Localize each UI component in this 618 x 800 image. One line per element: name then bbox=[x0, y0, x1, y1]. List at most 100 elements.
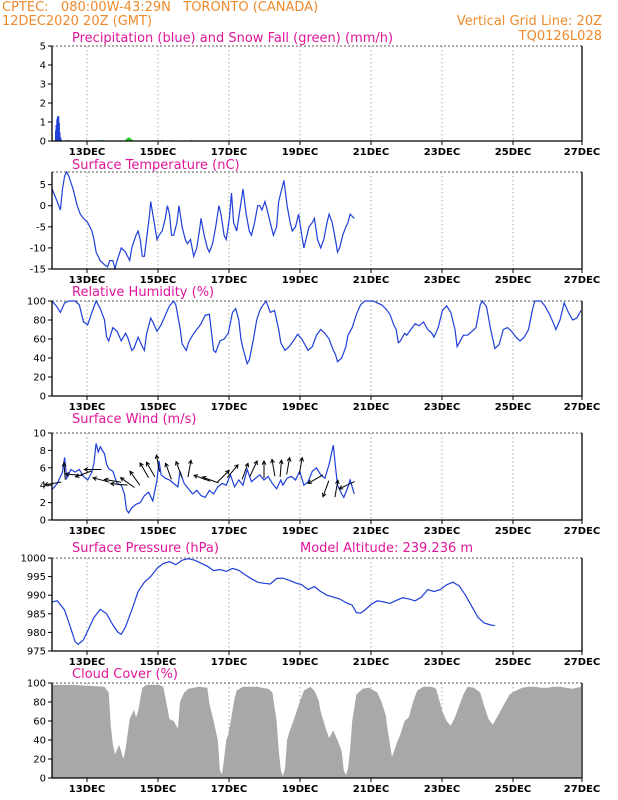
y-tick-label: 1000 bbox=[21, 554, 46, 565]
wind-arrow bbox=[129, 470, 141, 486]
precip-bar bbox=[125, 139, 128, 141]
x-tick-label: 19DEC bbox=[282, 526, 318, 537]
x-tick-label: 13DEC bbox=[69, 526, 105, 537]
header-grid-note: Vertical Grid Line: 20Z bbox=[456, 14, 602, 29]
precip-bar bbox=[126, 138, 129, 141]
series-line bbox=[51, 170, 355, 270]
wind-arrow bbox=[298, 456, 304, 475]
y-tick-label: 100 bbox=[27, 297, 46, 308]
wind-arrow bbox=[109, 481, 128, 487]
panel-frame bbox=[51, 433, 583, 521]
panel-6: 0 20 40 60 80 100 13DEC 15DEC 17DEC 19DEC 21DEC 23D… bbox=[27, 667, 600, 795]
x-tick-label: 25DEC bbox=[495, 526, 531, 537]
wind-arrow bbox=[145, 461, 156, 478]
panel-4: 0 2 4 6 8 10 13DEC 15DEC 17DEC 19DEC 21DEC 23DEC 25D… bbox=[33, 412, 600, 537]
wind-arrow bbox=[226, 464, 239, 479]
y-tick-label: -10 bbox=[30, 243, 46, 254]
x-tick-label: 21DEC bbox=[353, 657, 389, 668]
panel-title: Surface Pressure (hPa) bbox=[72, 541, 219, 556]
y-tick-label: 40 bbox=[33, 354, 46, 365]
y-tick-label: 0 bbox=[40, 201, 46, 212]
y-tick-label: 80 bbox=[33, 316, 46, 327]
y-tick-label: 3 bbox=[40, 80, 46, 91]
y-tick-label: 985 bbox=[27, 609, 46, 620]
x-tick-label: 23DEC bbox=[424, 275, 460, 286]
x-tick-label: 21DEC bbox=[353, 784, 389, 795]
panel-1: 0 1 2 3 4 5 13DEC 15DEC 17DEC 19DEC 21DEC 23DEC 25DE… bbox=[40, 31, 601, 158]
precip-bar bbox=[57, 123, 60, 141]
y-tick-label: 60 bbox=[33, 717, 46, 728]
x-tick-label: 25DEC bbox=[495, 402, 531, 413]
panel-frame bbox=[51, 46, 583, 142]
x-tick-label: 23DEC bbox=[424, 657, 460, 668]
header-datetime: 12DEC2020 20Z (GMT) bbox=[2, 14, 153, 29]
series-line bbox=[51, 558, 495, 646]
y-tick-label: 20 bbox=[33, 755, 46, 766]
x-tick-label: 15DEC bbox=[140, 275, 176, 286]
x-tick-label: 15DEC bbox=[140, 402, 176, 413]
y-tick-label: 4 bbox=[40, 481, 46, 492]
panel-frame bbox=[51, 301, 583, 397]
wind-arrow bbox=[241, 462, 250, 480]
header-model-code: TQ0126L028 bbox=[518, 29, 602, 44]
panel-title: Precipitation (blue) and Snow Fall (gree… bbox=[72, 31, 393, 46]
y-tick-label: 2 bbox=[40, 99, 46, 110]
x-tick-label: 13DEC bbox=[69, 402, 105, 413]
panel-title: Relative Humidity (%) bbox=[72, 285, 214, 300]
x-tick-label: 13DEC bbox=[69, 657, 105, 668]
panel-frame bbox=[51, 558, 583, 652]
x-tick-label: 23DEC bbox=[424, 147, 460, 158]
y-tick-label: -15 bbox=[30, 265, 46, 276]
cloud-cover-area bbox=[52, 684, 581, 778]
x-tick-label: 15DEC bbox=[140, 657, 176, 668]
x-tick-label: 19DEC bbox=[282, 784, 318, 795]
y-tick-label: 975 bbox=[27, 647, 46, 658]
precip-bar bbox=[127, 137, 131, 141]
y-tick-label: 0 bbox=[40, 137, 46, 148]
wind-arrow bbox=[216, 469, 230, 483]
x-tick-label: 13DEC bbox=[69, 784, 105, 795]
x-tick-label: 19DEC bbox=[282, 275, 318, 286]
wind-arrow bbox=[334, 479, 340, 498]
y-tick-label: 100 bbox=[27, 679, 46, 690]
wind-arrow bbox=[249, 460, 258, 477]
x-tick-label: 17DEC bbox=[211, 784, 247, 795]
y-tick-label: 8 bbox=[40, 446, 46, 457]
x-tick-label: 27DEC bbox=[564, 526, 600, 537]
panel-frame bbox=[51, 172, 583, 270]
precip-bar bbox=[58, 137, 62, 141]
wind-arrow bbox=[187, 459, 193, 478]
x-tick-label: 17DEC bbox=[211, 275, 247, 286]
y-tick-label: 0 bbox=[40, 774, 46, 785]
series-line bbox=[51, 443, 355, 515]
y-tick-label: 2 bbox=[40, 498, 46, 509]
wind-arrow bbox=[286, 456, 292, 475]
wind-arrow bbox=[164, 462, 172, 480]
x-tick-label: 15DEC bbox=[140, 147, 176, 158]
y-tick-label: 1 bbox=[40, 118, 46, 129]
header-location: CPTEC: 080:00W-43:29N TORONTO (CANADA) bbox=[2, 0, 319, 15]
x-tick-label: 27DEC bbox=[564, 275, 600, 286]
x-tick-label: 23DEC bbox=[424, 526, 460, 537]
precip-bar bbox=[58, 132, 61, 141]
x-tick-label: 21DEC bbox=[353, 526, 389, 537]
y-tick-label: 80 bbox=[33, 698, 46, 709]
wind-arrow bbox=[321, 480, 330, 498]
y-tick-label: 5 bbox=[40, 42, 46, 53]
wind-arrow bbox=[103, 477, 122, 483]
x-tick-label: 25DEC bbox=[495, 147, 531, 158]
panel-title: Surface Temperature (nC) bbox=[72, 158, 240, 173]
x-tick-label: 27DEC bbox=[564, 784, 600, 795]
panel-frame bbox=[51, 683, 583, 779]
panel-title: Cloud Cover (%) bbox=[72, 667, 178, 682]
y-tick-label: 990 bbox=[27, 591, 46, 602]
wind-arrow bbox=[261, 459, 267, 478]
panel-5: 975 980 985 990 995 1000 13DEC 15DEC 17DEC 19DEC 2… bbox=[21, 541, 601, 668]
x-tick-label: 21DEC bbox=[353, 147, 389, 158]
y-tick-label: 60 bbox=[33, 335, 46, 346]
x-tick-label: 17DEC bbox=[211, 402, 247, 413]
y-tick-label: 4 bbox=[40, 61, 46, 72]
x-tick-label: 13DEC bbox=[69, 275, 105, 286]
wind-arrow bbox=[193, 474, 211, 482]
precip-bar bbox=[129, 138, 132, 141]
